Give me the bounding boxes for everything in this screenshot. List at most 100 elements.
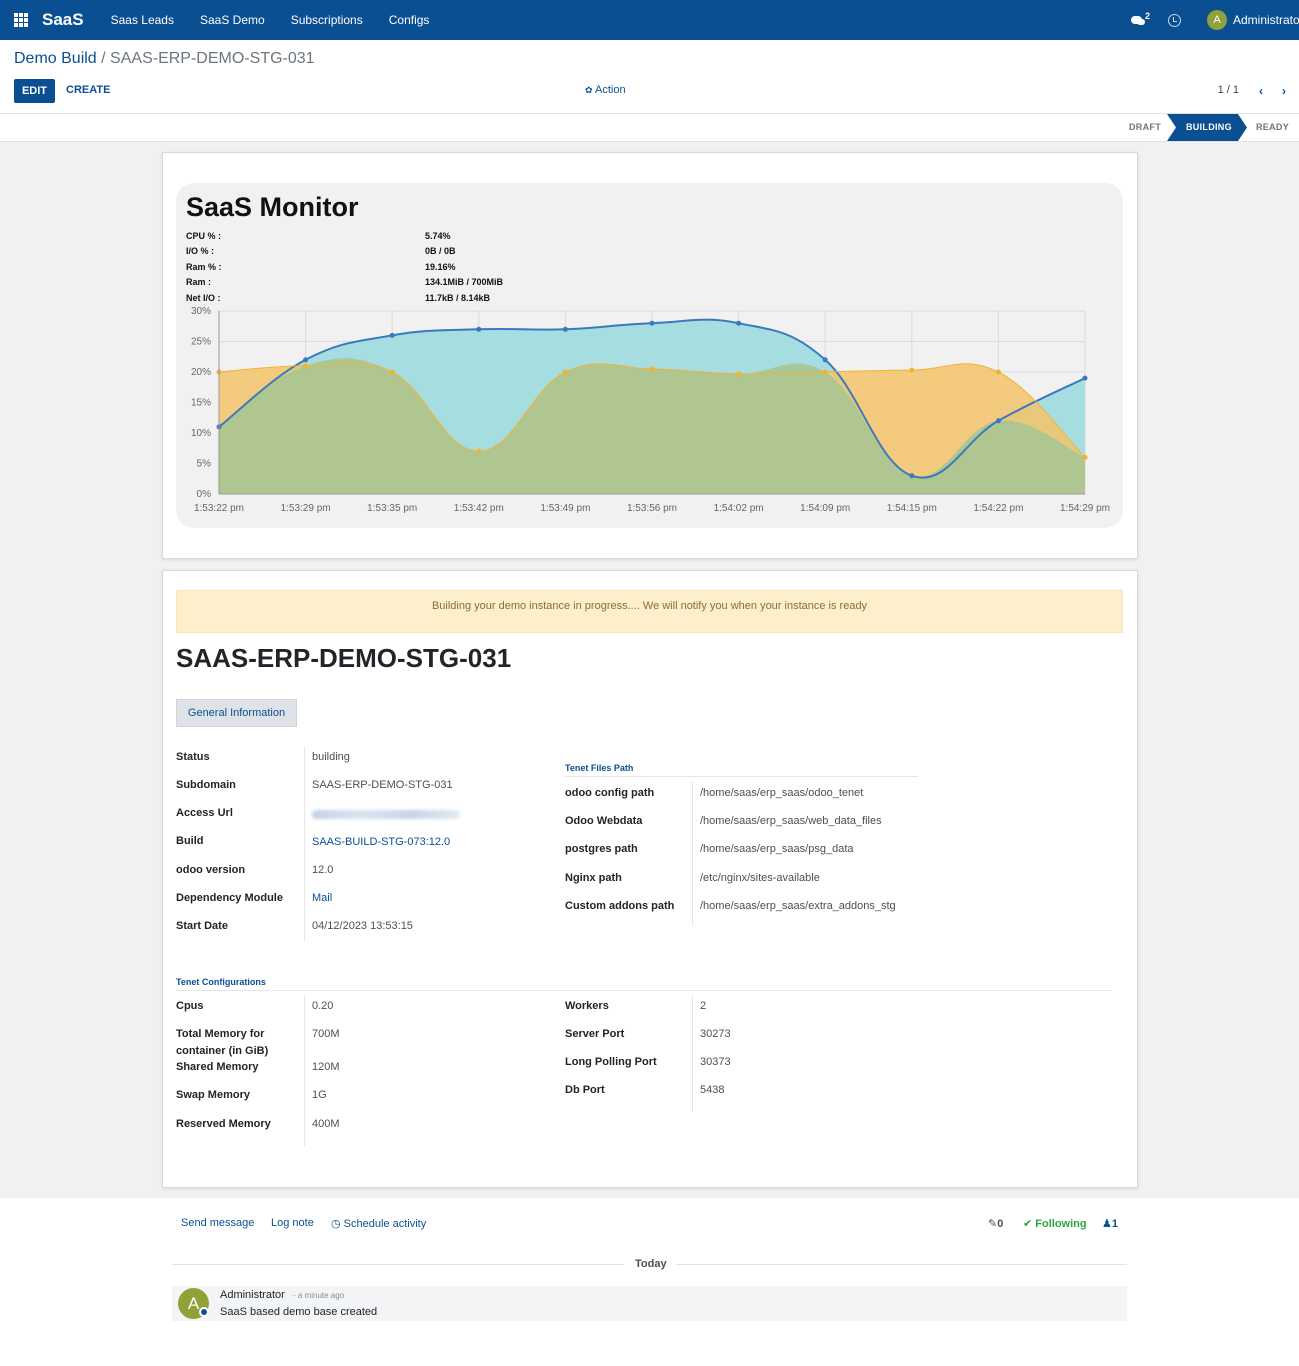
log-note-button[interactable]: Log note (271, 1217, 314, 1229)
chart-point (476, 448, 482, 454)
pager-previous-icon[interactable]: ‹ (1259, 84, 1263, 98)
chart-point (303, 363, 309, 369)
metric-label-io: I/O % : (186, 246, 215, 256)
field-label-cpus: Cpus (176, 1000, 204, 1012)
metric-value-net-io: 11.7kB / 8.14kB (425, 293, 491, 303)
monitor-title: SaaS Monitor (186, 192, 359, 222)
metric-value-io: 0B / 0B (425, 246, 456, 256)
action-menu[interactable]: ✿ Action (585, 84, 626, 96)
field-label-workers: Workers (565, 1000, 609, 1012)
chart-x-tick-label: 1:54:15 pm (887, 503, 937, 514)
record-title: SAAS-ERP-DEMO-STG-031 (176, 643, 512, 673)
chart-point (736, 320, 742, 326)
breadcrumb-current: SAAS-ERP-DEMO-STG-031 (110, 50, 315, 67)
following-button[interactable]: ✔ Following (1023, 1217, 1087, 1230)
chart-point (562, 326, 568, 332)
chart-point (476, 326, 482, 332)
chart-point (1082, 454, 1088, 460)
field-value-subdomain: SAAS-ERP-DEMO-STG-031 (312, 779, 453, 791)
gear-icon: ✿ (585, 85, 593, 95)
menu-subscriptions[interactable]: Subscriptions (290, 13, 363, 27)
messaging-icon[interactable]: 2 (1130, 10, 1150, 30)
metric-label-ram: Ram : (186, 277, 212, 287)
chart-x-tick-label: 1:54:22 pm (973, 503, 1023, 514)
metric-label-net-io: Net I/O : (186, 293, 221, 303)
followers-button[interactable]: ♟1 (1102, 1217, 1118, 1230)
usage-chart: 0% 5% 10% 15% 20% 25% 30% 1:53:22 pm 1:53:29 pm 1… (191, 306, 1110, 514)
pager-value[interactable]: 1 / 1 (1217, 84, 1239, 96)
field-label-long-polling-port: Long Polling Port (565, 1056, 657, 1068)
field-value-db-port: 5438 (700, 1084, 725, 1096)
field-value-workers: 2 (700, 1000, 707, 1012)
config-group-divider (176, 990, 1112, 991)
menu-saas-leads[interactable]: Saas Leads (110, 13, 174, 27)
chatter-message (172, 1286, 1127, 1321)
field-label-odoo-config-path: odoo config path (565, 787, 655, 799)
today-divider-right (676, 1264, 1127, 1265)
field-label-total-memory: Total Memory for container (in GiB) (176, 1028, 269, 1057)
tab-general-information[interactable]: General Information (176, 699, 297, 727)
field-label-shared-memory: Shared Memory (176, 1061, 259, 1073)
schedule-activity-button[interactable]: ◷ Schedule activity (331, 1217, 426, 1230)
field-value-swap-memory: 1G (312, 1089, 327, 1101)
field-label-server-port: Server Port (565, 1028, 625, 1040)
user-avatar[interactable]: A (1207, 10, 1227, 30)
breadcrumb-parent[interactable]: Demo Build (14, 50, 97, 67)
field-label-subdomain: Subdomain (176, 779, 236, 791)
metric-label-cpu: CPU % : (186, 231, 222, 241)
paperclip-icon: ✎ (988, 1218, 998, 1230)
stage-draft[interactable]: DRAFT (1129, 122, 1161, 132)
message-counter: 2 (1145, 11, 1151, 21)
activity-clock-icon[interactable] (1168, 13, 1181, 27)
send-message-button[interactable]: Send message (181, 1217, 255, 1229)
field-value-build[interactable]: SAAS-BUILD-STG-073:12.0 (312, 836, 451, 848)
edit-button[interactable]: EDIT (14, 79, 55, 103)
chart-y-tick-label: 15% (191, 398, 211, 409)
chart-x-tick-label: 1:53:56 pm (627, 503, 677, 514)
field-value-odoo-version: 12.0 (312, 864, 334, 876)
field-label-db-port: Db Port (565, 1084, 605, 1096)
pager-next-icon[interactable]: › (1282, 84, 1286, 98)
config-group-title: Tenet Configurations (176, 977, 266, 987)
field-value-dependency-module[interactable]: Mail (312, 892, 333, 904)
saas-monitor: SaaS Monitor CPU % : 5.74% I/O % : 0B / … (176, 183, 1123, 528)
files-group-title: Tenet Files Path (565, 763, 634, 773)
chart-x-tick-label: 1:54:29 pm (1060, 503, 1110, 514)
field-label-status: Status (176, 751, 210, 763)
chart-x-tick-label: 1:53:42 pm (454, 503, 504, 514)
field-value-custom-addons-path: /home/saas/erp_saas/extra_addons_stg (700, 900, 896, 912)
chart-series-line-0 (218, 318, 1086, 479)
check-icon: ✔ (1023, 1218, 1033, 1230)
status-bar: DRAFT BUILDING READY (0, 113, 1299, 142)
menu-configs[interactable]: Configs (388, 13, 430, 27)
chart-point (389, 332, 395, 338)
access-url-link[interactable] (312, 810, 460, 819)
field-value-cpus: 0.20 (312, 1000, 334, 1012)
chart-x-tick-label: 1:54:02 pm (714, 503, 764, 514)
attachments-button[interactable]: ✎0 (988, 1217, 1003, 1230)
stage-building[interactable]: BUILDING (1167, 114, 1247, 141)
user-icon: ♟ (1102, 1218, 1112, 1230)
chart-x-tick-label: 1:53:49 pm (540, 503, 590, 514)
field-value-total-memory: 700M (312, 1028, 340, 1040)
chart-point (303, 357, 309, 363)
menu-saas-demo[interactable]: SaaS Demo (199, 13, 265, 27)
stage-ready[interactable]: READY (1256, 122, 1290, 132)
online-status-dot (199, 1307, 209, 1317)
field-label-postgres-path: postgres path (565, 843, 638, 855)
user-menu[interactable]: Administrator (1233, 13, 1299, 27)
following-label: Following (1035, 1218, 1087, 1230)
chart-point (822, 369, 828, 375)
message-author[interactable]: Administrator (220, 1289, 285, 1301)
field-value-shared-memory: 120M (312, 1061, 340, 1073)
create-button[interactable]: CREATE (66, 84, 111, 96)
action-label: Action (595, 84, 626, 96)
apps-menu-icon[interactable] (14, 13, 28, 27)
metric-value-ram: 134.1MiB / 700MiB (425, 277, 504, 287)
chart-overlap-area (219, 358, 1085, 494)
field-label-swap-memory: Swap Memory (176, 1089, 250, 1101)
field-label-nginx-path: Nginx path (565, 872, 622, 884)
field-label-build: Build (176, 835, 204, 847)
app-brand[interactable]: SaaS (42, 10, 84, 29)
field-label-custom-addons-path: Custom addons path (565, 900, 675, 912)
